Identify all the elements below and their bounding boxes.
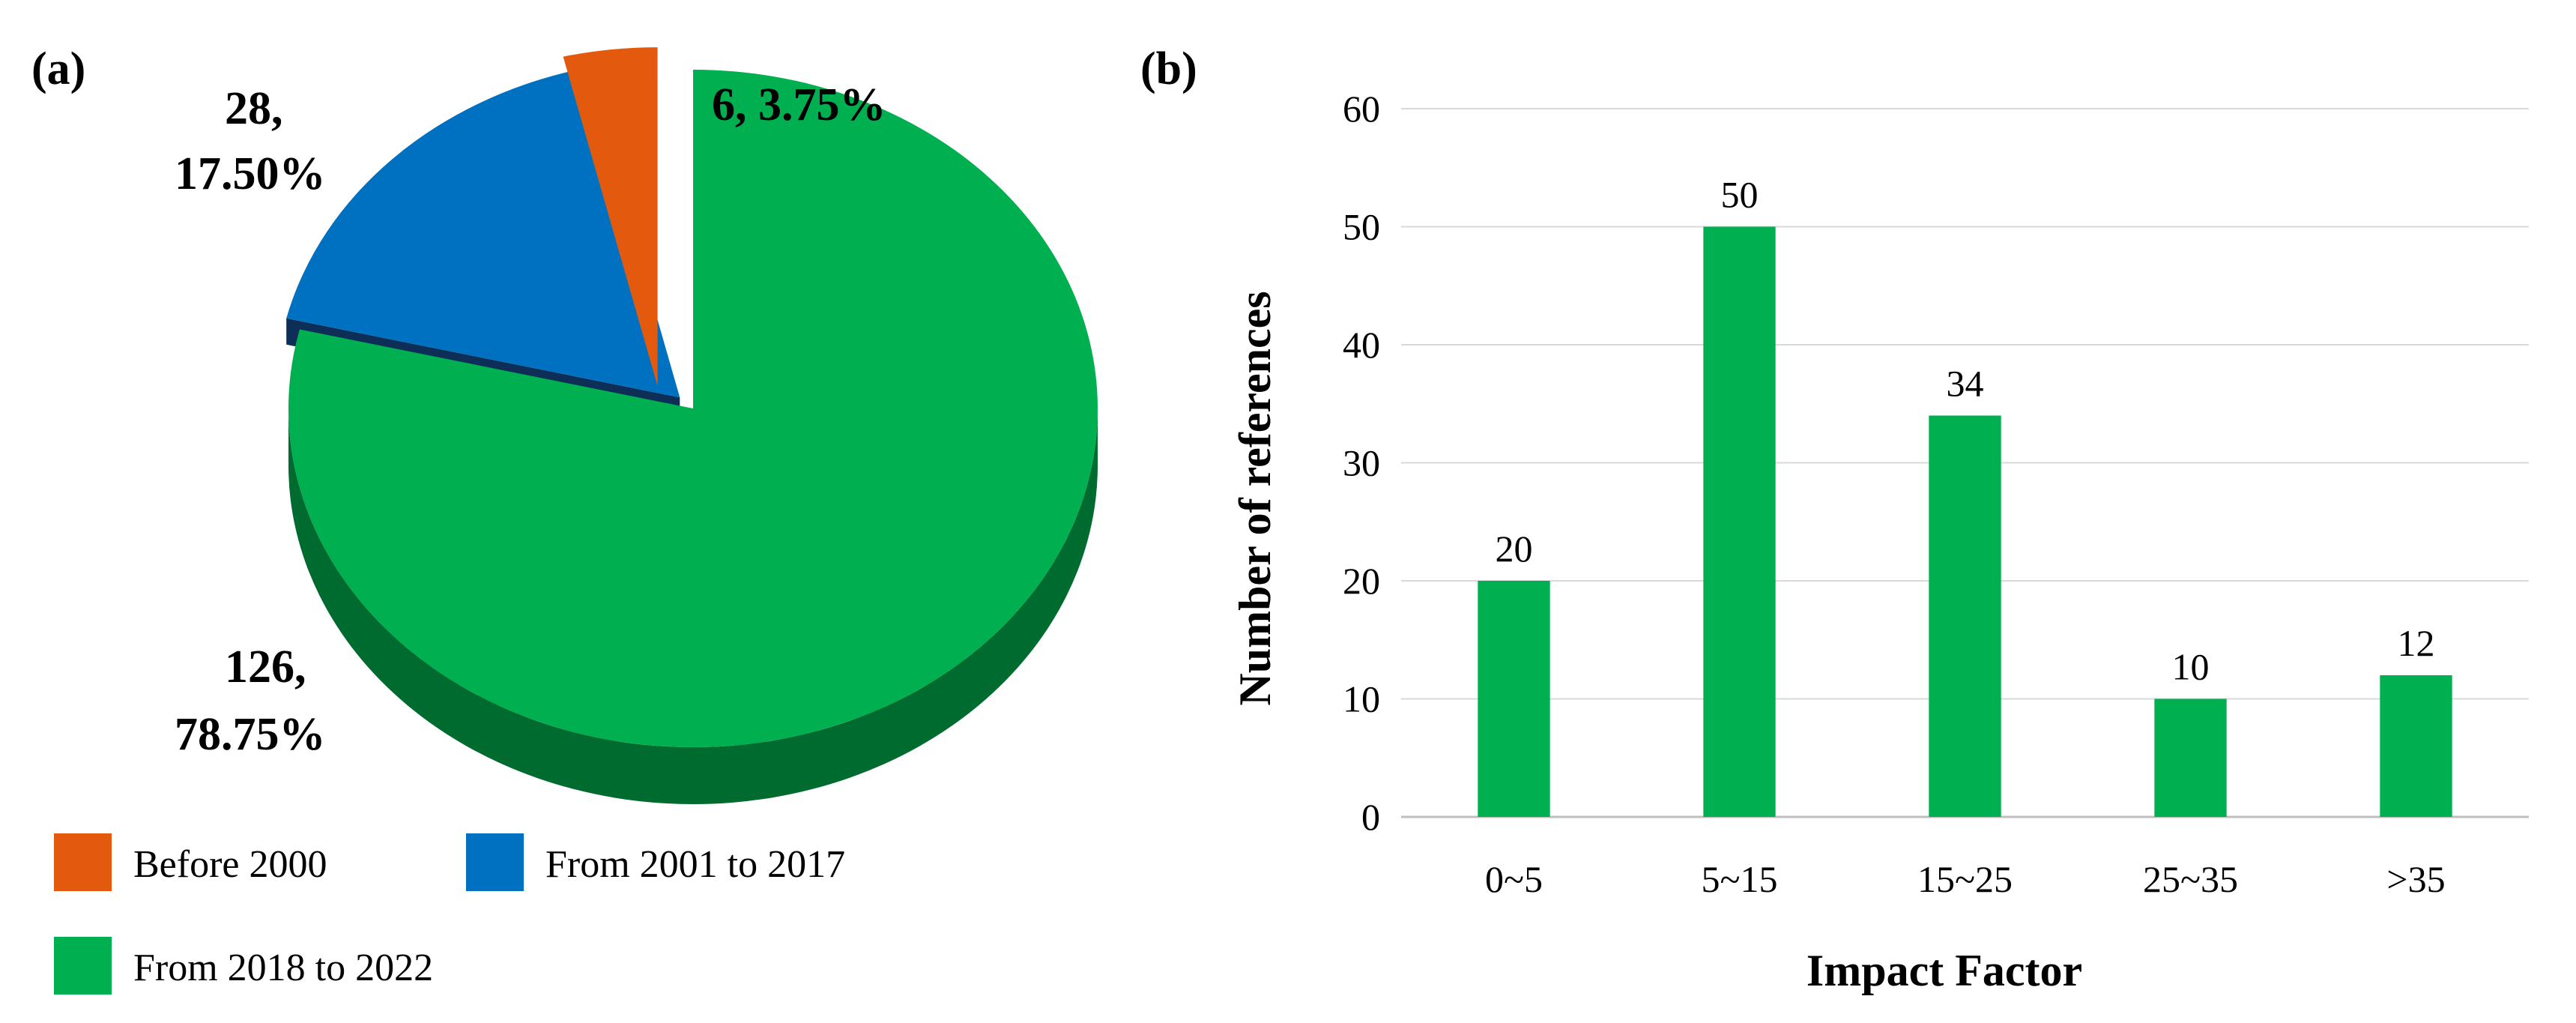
pie-label-2018-2022-line1: 126, <box>225 642 306 692</box>
pie-slice-from-2018-to-2022 <box>288 70 1098 747</box>
pie-chart: (a) 6, 3.75% 28, 17.50% 126, 78.75% Befo… <box>31 43 1098 995</box>
pie-slice-side-from-2018-to-2022 <box>288 408 1098 804</box>
bar-data-label: 20 <box>1496 528 1533 570</box>
x-tick-label: 25~35 <box>2143 858 2238 900</box>
legend-label-from-2001-to-2017: From 2001 to 2017 <box>545 843 845 886</box>
bar-data-label: 34 <box>1947 363 1984 405</box>
pie-label-2001-2017-line1: 28, <box>225 83 283 134</box>
panel-a-label: (a) <box>31 43 85 94</box>
legend-label-from-2018-to-2022: From 2018 to 2022 <box>133 947 433 989</box>
x-tick-label: 5~15 <box>1701 858 1777 900</box>
bar-x-ticks: 0~5 5~15 15~25 25~35 >35 <box>1485 858 2446 900</box>
bar <box>1703 226 1776 817</box>
y-tick-label: 10 <box>1343 678 1380 720</box>
bar-data-label: 50 <box>1721 174 1759 216</box>
y-tick-label: 20 <box>1343 560 1380 602</box>
pie-label-before-2000: 6, 3.75% <box>712 79 886 130</box>
bar <box>1478 581 1550 817</box>
x-tick-label: 0~5 <box>1485 858 1543 900</box>
bar-series: 20 50 34 10 12 <box>1478 174 2452 817</box>
legend-swatch-before-2000 <box>54 833 112 891</box>
bar-data-label: 10 <box>2172 646 2210 688</box>
bar-chart: (b) 0 10 20 30 40 50 60 20 50 34 10 12 0~5 5~15 15~2… <box>1140 43 2529 995</box>
bar-y-ticks: 0 10 20 30 40 50 60 <box>1343 88 1380 838</box>
y-axis-title: Number of references <box>1230 291 1280 705</box>
bar <box>2380 675 2452 817</box>
pie-slice-before-2000 <box>563 47 658 387</box>
pie-label-2001-2017-line2: 17.50% <box>175 148 326 199</box>
legend-label-before-2000: Before 2000 <box>133 843 327 886</box>
legend-swatch-from-2001-to-2017 <box>466 833 524 891</box>
bar-data-label: 12 <box>2398 622 2435 664</box>
pie-legend: Before 2000 From 2001 to 2017 From 2018 … <box>54 833 845 995</box>
y-tick-label: 0 <box>1361 796 1380 838</box>
x-axis-title: Impact Factor <box>1806 946 2082 995</box>
bar <box>1929 415 2001 817</box>
y-tick-label: 60 <box>1343 88 1380 130</box>
legend-swatch-from-2018-to-2022 <box>54 937 112 995</box>
y-tick-label: 50 <box>1343 206 1380 248</box>
pie-slice-from-2001-to-2017 <box>286 67 680 398</box>
x-tick-label: >35 <box>2386 858 2445 900</box>
x-tick-label: 15~25 <box>1917 858 2013 900</box>
bar <box>2154 698 2227 817</box>
y-tick-label: 30 <box>1343 442 1380 484</box>
panel-b-label: (b) <box>1140 43 1197 94</box>
y-tick-label: 40 <box>1343 324 1380 366</box>
pie-label-2018-2022-line2: 78.75% <box>175 709 326 760</box>
